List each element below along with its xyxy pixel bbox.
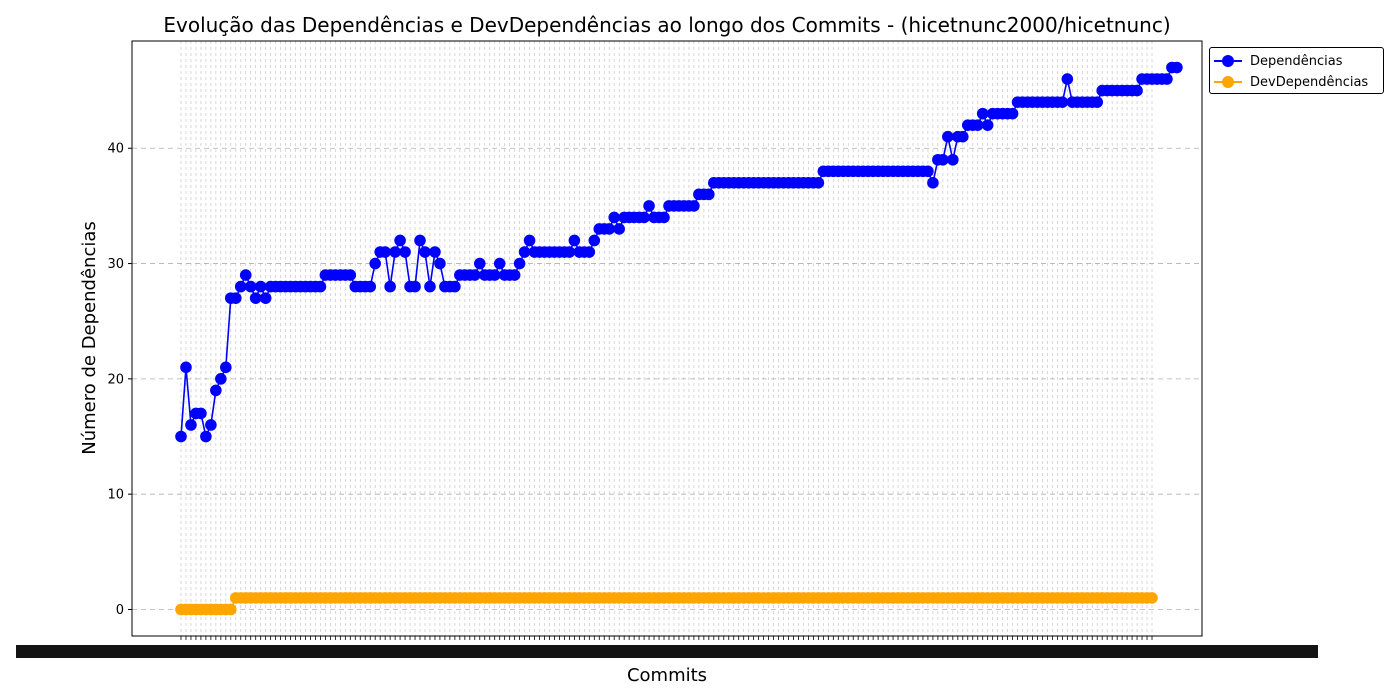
series-devdependencias: [175, 592, 1158, 616]
data-point: [394, 234, 406, 247]
data-point: [947, 153, 959, 166]
data-point: [508, 269, 521, 281]
data-point: [658, 211, 670, 224]
data-point: [468, 269, 481, 281]
data-point: [379, 246, 391, 258]
y-tick-label: 20: [107, 372, 124, 387]
data-point: [399, 246, 411, 258]
data-point: [409, 280, 421, 293]
plot-frame: [131, 40, 1203, 637]
y-tick-label: 0: [116, 603, 124, 618]
data-point: [195, 407, 207, 420]
y-tick-label: 30: [107, 257, 124, 272]
y-tick-label: 40: [107, 142, 124, 157]
data-point: [210, 384, 222, 397]
data-point: [314, 280, 327, 293]
data-point: [568, 234, 581, 247]
data-point: [1146, 592, 1158, 604]
legend: Dependências DevDependências: [1209, 47, 1384, 94]
data-point: [244, 280, 257, 293]
data-point: [603, 223, 616, 235]
data-point: [215, 373, 227, 385]
y-axis-label: Número de Dependências: [79, 221, 100, 455]
data-point: [688, 200, 700, 212]
data-point: [523, 234, 536, 247]
data-point: [200, 430, 212, 443]
data-point: [249, 292, 262, 304]
data-point: [175, 430, 187, 443]
data-point: [429, 246, 441, 258]
data-point: [518, 246, 531, 258]
data-point: [588, 234, 601, 247]
data-point: [224, 603, 237, 616]
x-tick-labels-overlap: [16, 645, 1318, 658]
data-point: [259, 292, 272, 304]
y-tick-label: 10: [107, 488, 124, 503]
data-point: [643, 200, 655, 212]
data-point: [971, 119, 984, 131]
data-point: [344, 269, 357, 281]
data-point: [1056, 96, 1069, 108]
chart-title: Evolução das Dependências e DevDependênc…: [163, 13, 1170, 37]
data-point: [234, 280, 247, 293]
data-point: [613, 223, 625, 235]
series-layer: [175, 61, 1183, 616]
data-point: [956, 130, 969, 143]
data-point: [239, 269, 252, 281]
data-point: [229, 292, 242, 304]
data-point: [976, 107, 989, 120]
data-point: [434, 257, 446, 270]
data-point: [638, 211, 650, 224]
series-dependencias: [175, 61, 1183, 443]
y-axis-ticks: 0 10 20 30 40: [107, 142, 132, 618]
data-point: [812, 177, 825, 189]
data-point: [185, 419, 197, 431]
data-point: [1171, 61, 1183, 74]
legend-swatch-devdependencias: [1214, 73, 1242, 91]
data-point: [488, 269, 501, 281]
data-point: [384, 280, 396, 293]
x-axis-ticks: [16, 636, 1318, 658]
data-point: [220, 361, 232, 374]
data-point: [414, 234, 426, 247]
data-point: [563, 246, 576, 258]
legend-item-devdependencias: DevDependências: [1214, 73, 1368, 91]
x-axis-label: Commits: [627, 665, 707, 686]
data-point: [419, 246, 431, 258]
data-point: [942, 130, 954, 143]
data-point: [364, 280, 377, 293]
data-point: [389, 246, 401, 258]
data-point: [1131, 84, 1143, 97]
data-point: [493, 257, 506, 270]
data-point: [424, 280, 436, 293]
data-point: [1161, 73, 1173, 85]
data-point: [254, 280, 267, 293]
data-point: [1091, 96, 1104, 108]
legend-label-dependencias: Dependências: [1250, 53, 1343, 69]
data-point: [608, 211, 621, 224]
data-point: [922, 165, 934, 178]
legend-item-dependencias: Dependências: [1214, 52, 1343, 70]
data-point: [981, 119, 994, 131]
data-point: [1006, 107, 1019, 120]
legend-label-devdependencias: DevDependências: [1250, 74, 1369, 90]
data-point: [473, 257, 486, 270]
legend-swatch-dependencias: [1214, 52, 1242, 70]
data-point: [703, 188, 715, 201]
data-point: [449, 280, 461, 293]
data-point: [205, 419, 217, 431]
y-gridlines: [132, 147, 1202, 610]
data-point: [937, 153, 949, 166]
data-point: [513, 257, 526, 270]
data-point: [369, 257, 382, 270]
data-point: [927, 177, 939, 189]
data-point: [180, 361, 192, 374]
data-point: [583, 246, 596, 258]
data-point: [1061, 73, 1074, 85]
